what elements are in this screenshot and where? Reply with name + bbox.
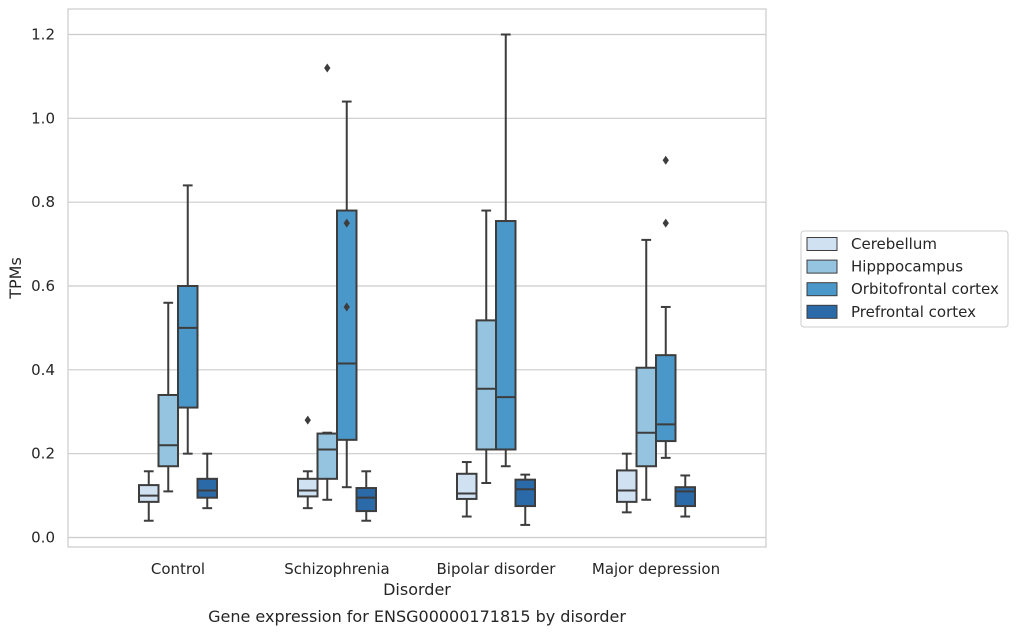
x-tick-label: Control [151,560,205,578]
outlier-point [304,415,311,425]
legend-swatch [806,304,838,319]
box-body [495,220,517,451]
box-cerebellum [138,470,160,522]
y-axis-label: TPMs [6,257,25,300]
x-axis-label: Disorder [383,580,451,599]
legend-entry: Hipppocampus [851,258,963,276]
box-hipppocampus [635,238,657,501]
box-body [635,366,657,468]
y-tick-label: 0.0 [31,529,55,547]
box-body [177,285,199,409]
box-cerebellum [456,461,478,518]
x-tick-label: Major depression [592,560,720,578]
x-axis-ticks: Control Schizophrenia Bipolar disorder Majo… [151,560,720,578]
x-tick-label: Schizophrenia [284,560,389,578]
outlier-point [343,302,350,312]
legend: Cerebellum Hipppocampus Orbitofrontal cort… [800,230,1009,328]
box-body [475,319,497,451]
box-prefrontal-cortex [674,474,696,518]
y-axis-ticks: 0.0 0.2 0.4 0.6 0.8 1.0 1.2 [31,26,55,547]
box-orbitofrontal-cortex [495,33,517,468]
box-body [674,486,696,508]
y-tick-label: 0.8 [31,193,55,211]
legend-entry: Cerebellum [851,235,937,253]
box-body [514,478,536,508]
box-cerebellum [297,415,319,510]
y-tick-label: 0.6 [31,277,55,295]
legend-entry: Prefrontal cortex [851,303,976,321]
legend-swatch [806,259,838,274]
legend-entry: Orbitofrontal cortex [851,280,999,298]
y-tick-label: 1.0 [31,109,55,127]
outlier-point [662,155,669,165]
box-prefrontal-cortex [196,452,218,510]
box-prefrontal-cortex [355,470,377,522]
y-tick-label: 0.2 [31,445,55,463]
box-body [297,477,319,498]
outlier-point [324,63,331,73]
box-hipppocampus [316,63,338,501]
boxes [138,33,696,526]
chart-caption: Gene expression for ENSG00000171815 by d… [208,607,626,626]
legend-frame [800,230,1009,328]
outlier-point [662,218,669,228]
box-prefrontal-cortex [514,473,536,526]
box-body [616,469,638,503]
box-cerebellum [616,452,638,514]
legend-swatch [806,282,838,297]
box-body [655,354,677,443]
box-body [316,432,338,480]
box-orbitofrontal-cortex [336,100,358,489]
box-body [138,484,160,503]
y-tick-label: 0.4 [31,361,55,379]
box-hipppocampus [157,301,179,493]
box-body [355,487,377,513]
y-tick-label: 1.2 [31,26,55,44]
box-orbitofrontal-cortex [655,155,677,459]
box-body [157,393,179,468]
box-body [196,477,218,499]
box-body [456,472,478,500]
box-orbitofrontal-cortex [177,184,199,455]
box-body [336,209,358,441]
x-tick-label: Bipolar disorder [437,560,557,578]
legend-swatch [806,237,838,251]
outlier-point [343,218,350,228]
